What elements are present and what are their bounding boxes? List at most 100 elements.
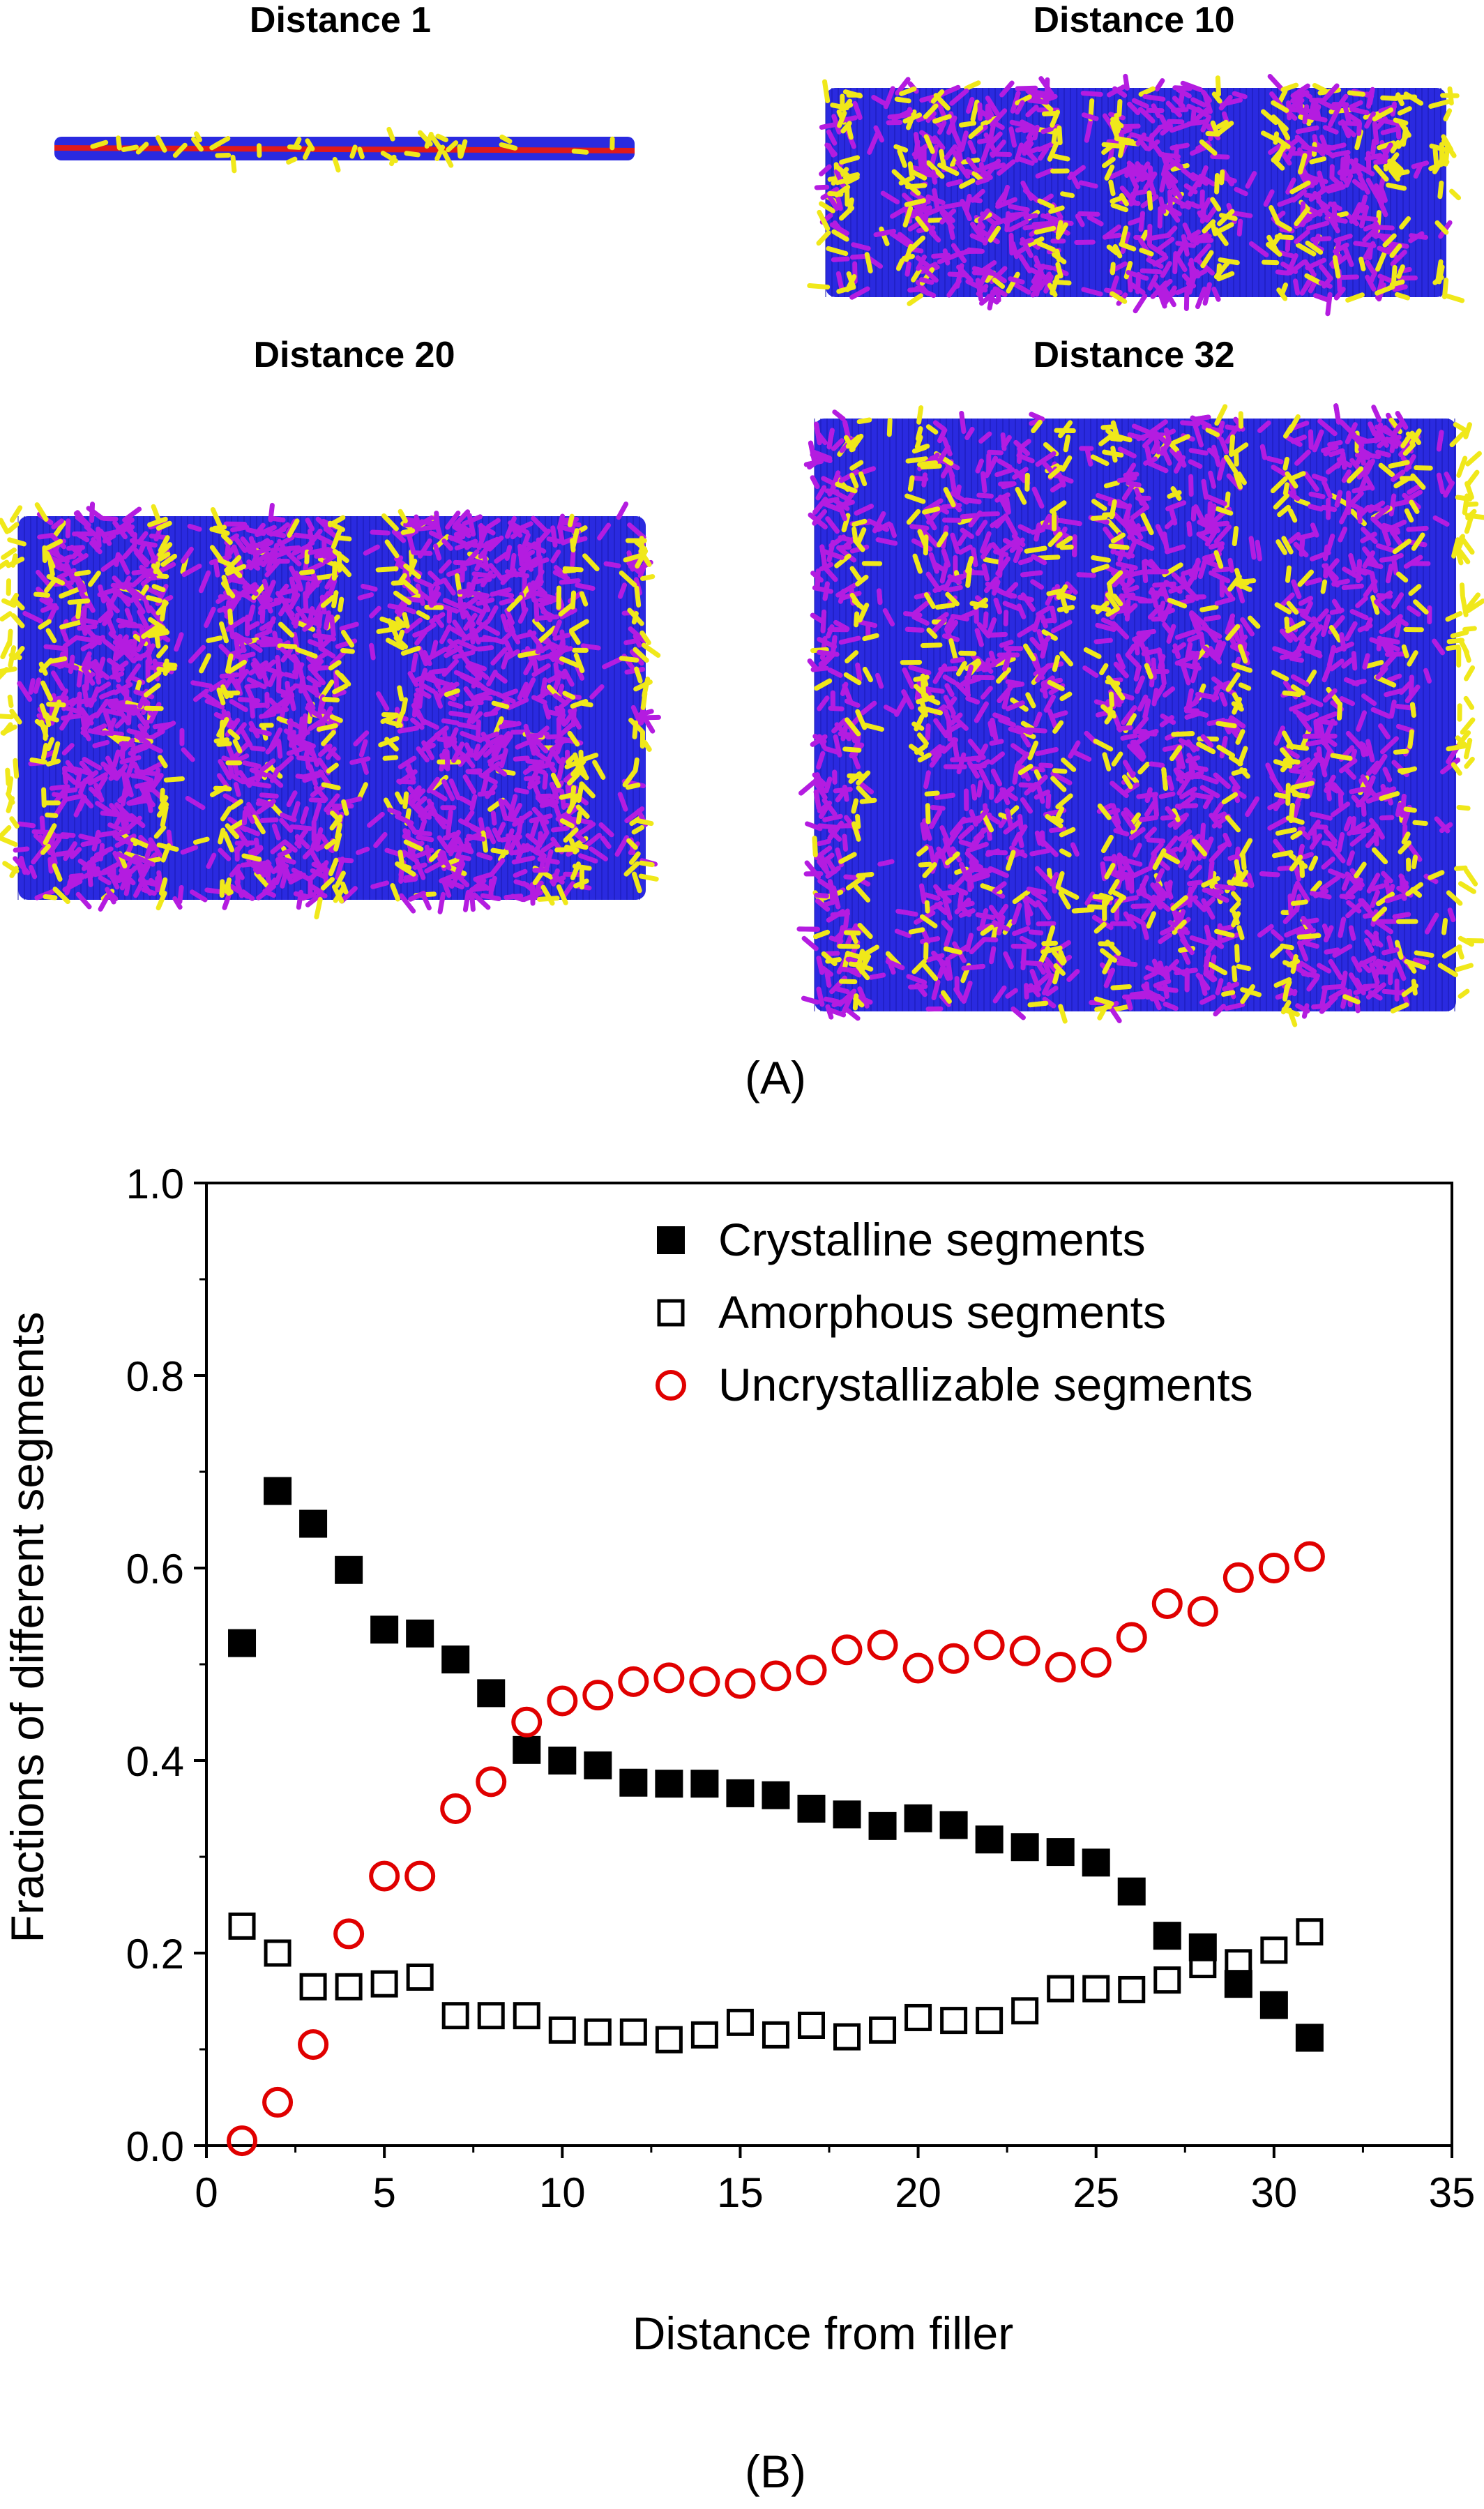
data-point <box>266 1941 289 1965</box>
data-point <box>976 1825 1004 1853</box>
legend-marker <box>659 1301 683 1325</box>
data-point <box>513 1709 540 1735</box>
data-point <box>513 1736 540 1764</box>
data-point <box>1260 1991 1288 2019</box>
data-point <box>978 2009 1001 2033</box>
data-point <box>907 2005 930 2029</box>
data-point <box>976 1632 1003 1658</box>
data-point <box>692 2023 716 2047</box>
data-point <box>657 2028 681 2051</box>
data-point <box>1225 1565 1252 1591</box>
y-tick-label: 0.6 <box>126 1546 184 1592</box>
snapshot-image-distance-10 <box>810 76 1462 313</box>
data-point <box>1083 1649 1110 1675</box>
data-point <box>300 2031 326 2058</box>
data-point <box>549 1687 575 1714</box>
y-tick-label: 0.0 <box>126 2123 184 2170</box>
data-point <box>940 1811 968 1839</box>
data-point <box>1262 1938 1286 1962</box>
data-point <box>442 1795 469 1822</box>
data-point <box>1049 1977 1073 2001</box>
plot-area <box>228 1477 1324 2155</box>
data-point <box>1118 1878 1146 1906</box>
data-point <box>584 1751 612 1779</box>
series-crystalline-segments <box>228 1477 1324 2052</box>
data-point <box>690 1770 718 1798</box>
legend-marker <box>658 1372 684 1399</box>
panel-a-label: (A) <box>745 1052 806 1103</box>
data-point <box>299 1510 327 1538</box>
legend-label: Amorphous segments <box>718 1286 1166 1338</box>
data-point <box>727 1671 753 1697</box>
data-point <box>656 1664 682 1691</box>
data-point <box>228 1629 256 1657</box>
x-tick-label: 10 <box>539 2169 586 2216</box>
data-point <box>620 1668 646 1695</box>
snapshot-image-distance-1 <box>54 129 635 170</box>
data-point <box>548 1747 576 1775</box>
data-point <box>691 1668 718 1695</box>
data-point <box>904 1804 932 1832</box>
data-point <box>942 2009 966 2033</box>
data-point <box>230 1914 254 1938</box>
data-point <box>833 1800 861 1828</box>
data-point <box>834 1636 861 1663</box>
data-point <box>370 1615 398 1643</box>
y-tick-label: 0.4 <box>126 1738 184 1785</box>
y-axis-label: Fractions of different segments <box>1 1312 53 1943</box>
x-tick-label: 30 <box>1250 2169 1297 2216</box>
data-point <box>478 1768 504 1795</box>
data-point <box>301 1975 325 1998</box>
x-tick-label: 25 <box>1073 2169 1119 2216</box>
y-tick-label: 0.2 <box>126 1931 184 1977</box>
legend-label: Crystalline segments <box>718 1214 1146 1265</box>
snapshot-image-distance-20 <box>0 504 658 917</box>
data-point <box>584 1682 611 1708</box>
snapshot-title-distance-20: Distance 20 <box>253 335 455 375</box>
x-tick-label: 15 <box>717 2169 764 2216</box>
data-point <box>871 2018 895 2042</box>
snapshot-image-distance-32 <box>799 406 1484 1025</box>
data-point <box>905 1655 932 1682</box>
data-point <box>586 2020 610 2044</box>
data-point <box>477 1679 505 1707</box>
data-point <box>1298 1920 1322 1944</box>
data-point <box>1013 1999 1037 2023</box>
data-point <box>1153 1922 1181 1950</box>
data-point <box>1120 1977 1144 2001</box>
legend-label: Uncrystallizable segments <box>718 1359 1253 1410</box>
data-point <box>441 1645 469 1673</box>
data-point <box>407 1863 433 1890</box>
panel-b-label: (B) <box>745 2446 806 2497</box>
data-point <box>406 1620 434 1648</box>
data-point <box>621 2020 645 2044</box>
data-point <box>869 1812 897 1840</box>
data-point <box>798 1657 824 1683</box>
x-tick-label: 0 <box>195 2169 218 2216</box>
data-point <box>870 1632 896 1658</box>
data-point <box>762 1663 789 1689</box>
data-point <box>335 1556 363 1584</box>
data-point <box>337 1975 361 1998</box>
data-point <box>655 1770 683 1798</box>
data-point <box>1047 1838 1075 1866</box>
data-point <box>835 2025 859 2049</box>
y-tick-labels: 0.00.20.40.60.81.0 <box>126 1161 184 2170</box>
data-point <box>1012 1638 1038 1664</box>
data-point <box>1296 2024 1324 2051</box>
y-tick-label: 1.0 <box>126 1161 184 1207</box>
x-axis-label: Distance from filler <box>633 2307 1013 2359</box>
panel-a-snapshots: Distance 1 Distance 10 Distance 20 Dista… <box>0 0 1484 1116</box>
data-point <box>728 2010 752 2034</box>
data-point <box>762 1781 789 1809</box>
data-point <box>335 1920 362 1947</box>
data-point <box>550 2018 574 2042</box>
data-point <box>1084 1977 1108 2001</box>
data-point <box>372 1972 396 1996</box>
data-point <box>1156 1968 1179 1992</box>
legend-marker <box>657 1226 685 1254</box>
data-point <box>1011 1833 1039 1861</box>
x-tick-label: 35 <box>1429 2169 1476 2216</box>
